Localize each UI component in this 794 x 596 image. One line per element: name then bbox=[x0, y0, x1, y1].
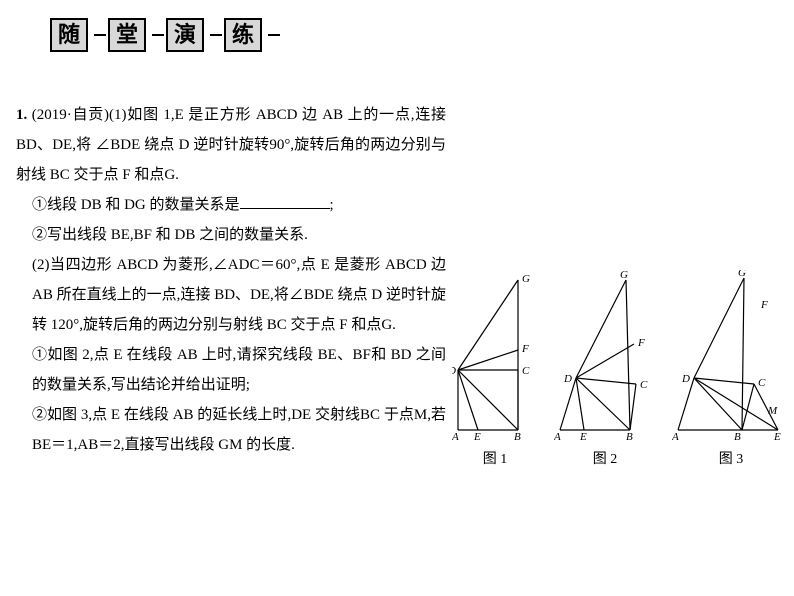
svg-text:D: D bbox=[681, 373, 690, 385]
header-dash bbox=[152, 34, 164, 36]
answer-blank bbox=[240, 195, 330, 209]
figures-row: AEBCDFG 图 1 AEBDCFG 图 2 ABEDCMFG 图 3 bbox=[452, 270, 790, 468]
question-number: 1. bbox=[16, 107, 27, 123]
svg-text:D: D bbox=[563, 373, 572, 385]
header-char-1: 随 bbox=[50, 18, 88, 52]
svg-text:M: M bbox=[767, 405, 778, 417]
svg-text:G: G bbox=[620, 270, 628, 281]
header-char-4: 练 bbox=[224, 18, 262, 52]
figure-2-caption: 图 2 bbox=[554, 448, 656, 468]
header-dash bbox=[268, 34, 280, 36]
part1-q1-a: ①线段 DB 和 DG 的数量关系是 bbox=[32, 197, 240, 213]
part1-q1-b: ; bbox=[330, 197, 334, 213]
svg-text:F: F bbox=[637, 337, 645, 349]
svg-text:A: A bbox=[452, 431, 459, 442]
part1-q2: ②写出线段 BE,BF 和 DB 之间的数量关系. bbox=[16, 220, 446, 250]
svg-text:C: C bbox=[640, 379, 648, 391]
svg-text:E: E bbox=[473, 431, 481, 442]
figure-1-caption: 图 1 bbox=[452, 448, 538, 468]
figure-3-svg: A B E D C M F G bbox=[672, 270, 790, 442]
figure-2-block: A E B D C F G 图 2 bbox=[554, 270, 656, 468]
figure-3-block: A B E D C M F G 图 3 bbox=[672, 270, 790, 468]
svg-text:G: G bbox=[738, 270, 746, 279]
svg-text:B: B bbox=[626, 431, 633, 442]
svg-text:C: C bbox=[522, 365, 530, 377]
header-char-3: 演 bbox=[166, 18, 204, 52]
svg-text:F: F bbox=[521, 343, 529, 355]
svg-text:A: A bbox=[554, 431, 561, 442]
svg-text:F: F bbox=[760, 299, 768, 311]
part2-q1: ①如图 2,点 E 在线段 AB 上时,请探究线段 BE、BF和 BD 之间的数… bbox=[16, 340, 446, 400]
part2-q2: ②如图 3,点 E 在线段 AB 的延长线上时,DE 交射线BC 于点M,若 B… bbox=[16, 400, 446, 460]
header-dash bbox=[210, 34, 222, 36]
figure-1-block: A E B C D F G 图 1 bbox=[452, 270, 538, 468]
figure-3-caption: 图 3 bbox=[672, 448, 790, 468]
svg-text:E: E bbox=[579, 431, 587, 442]
header-title: 随 堂 演 练 bbox=[50, 18, 282, 52]
svg-text:A: A bbox=[672, 431, 679, 442]
figure-2-svg: A E B D C F G bbox=[554, 270, 656, 442]
svg-text:G: G bbox=[522, 273, 530, 285]
problem-text: 1. (2019·自贡)(1)如图 1,E 是正方形 ABCD 边 AB 上的一… bbox=[16, 100, 446, 460]
svg-text:E: E bbox=[773, 431, 781, 442]
svg-text:B: B bbox=[734, 431, 741, 442]
svg-text:D: D bbox=[452, 365, 456, 377]
part2-intro: (2)当四边形 ABCD 为菱形,∠ADC＝60°,点 E 是菱形 ABCD 边… bbox=[16, 250, 446, 340]
figure-1-svg: A E B C D F G bbox=[452, 270, 538, 442]
header-dash bbox=[94, 34, 106, 36]
svg-text:B: B bbox=[514, 431, 521, 442]
svg-text:C: C bbox=[758, 377, 766, 389]
header-char-2: 堂 bbox=[108, 18, 146, 52]
question-source: (2019·自贡) bbox=[32, 107, 109, 123]
